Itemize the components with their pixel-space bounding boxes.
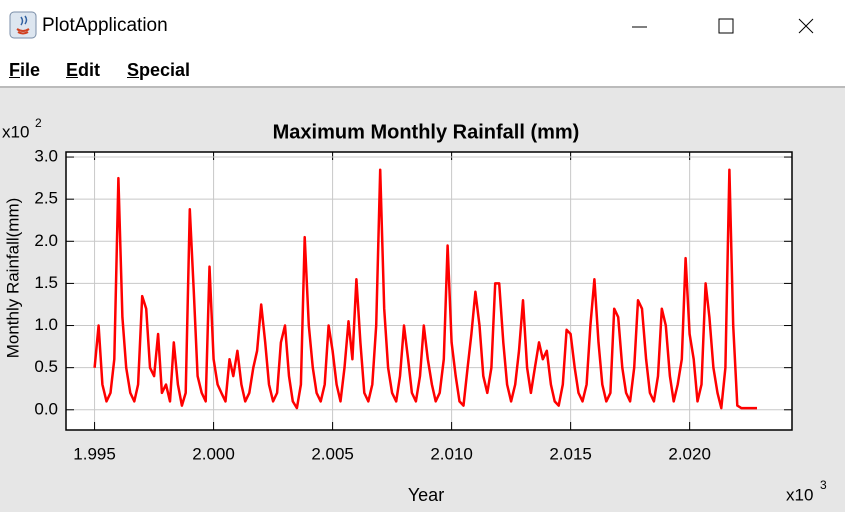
x-tick-label: 2.015 <box>549 444 592 463</box>
x-tick-label: 2.000 <box>192 444 235 463</box>
menu-edit[interactable]: Edit <box>66 60 101 80</box>
menu-bar: File Edit Special <box>0 52 845 88</box>
data-line <box>93 168 757 410</box>
y-multiplier: x10 <box>2 122 29 141</box>
y-tick-label: 2.0 <box>34 231 58 250</box>
x-tick-label: 2.020 <box>668 444 711 463</box>
app-icon <box>9 11 37 39</box>
y-tick-label: 0.5 <box>34 357 58 376</box>
chart-title: Maximum Monthly Rainfall (mm) <box>273 121 580 143</box>
window-title: PlotApplication <box>42 15 168 36</box>
title-bar: PlotApplication <box>0 0 845 52</box>
y-tick-label: 3.0 <box>34 147 58 166</box>
plot-frame <box>65 151 793 431</box>
y-exponent: 2 <box>35 116 42 130</box>
x-tick-label: 1.995 <box>73 444 116 463</box>
y-tick-label: 0.0 <box>34 399 58 418</box>
plot-area <box>66 152 792 430</box>
x-exponent: 3 <box>820 478 827 492</box>
y-tick-label: 1.0 <box>34 315 58 334</box>
x-tick-label: 2.005 <box>311 444 354 463</box>
x-multiplier: x10 <box>786 485 813 504</box>
menu-file[interactable]: File <box>9 60 41 80</box>
x-axis-label: Year <box>408 485 444 505</box>
y-tick-label: 2.5 <box>34 189 58 208</box>
y-axis-label: Monthly Rainfall(mm) <box>3 198 22 359</box>
x-tick-label: 2.010 <box>430 444 473 463</box>
menu-special[interactable]: Special <box>127 60 191 80</box>
y-tick-label: 1.5 <box>34 273 58 292</box>
